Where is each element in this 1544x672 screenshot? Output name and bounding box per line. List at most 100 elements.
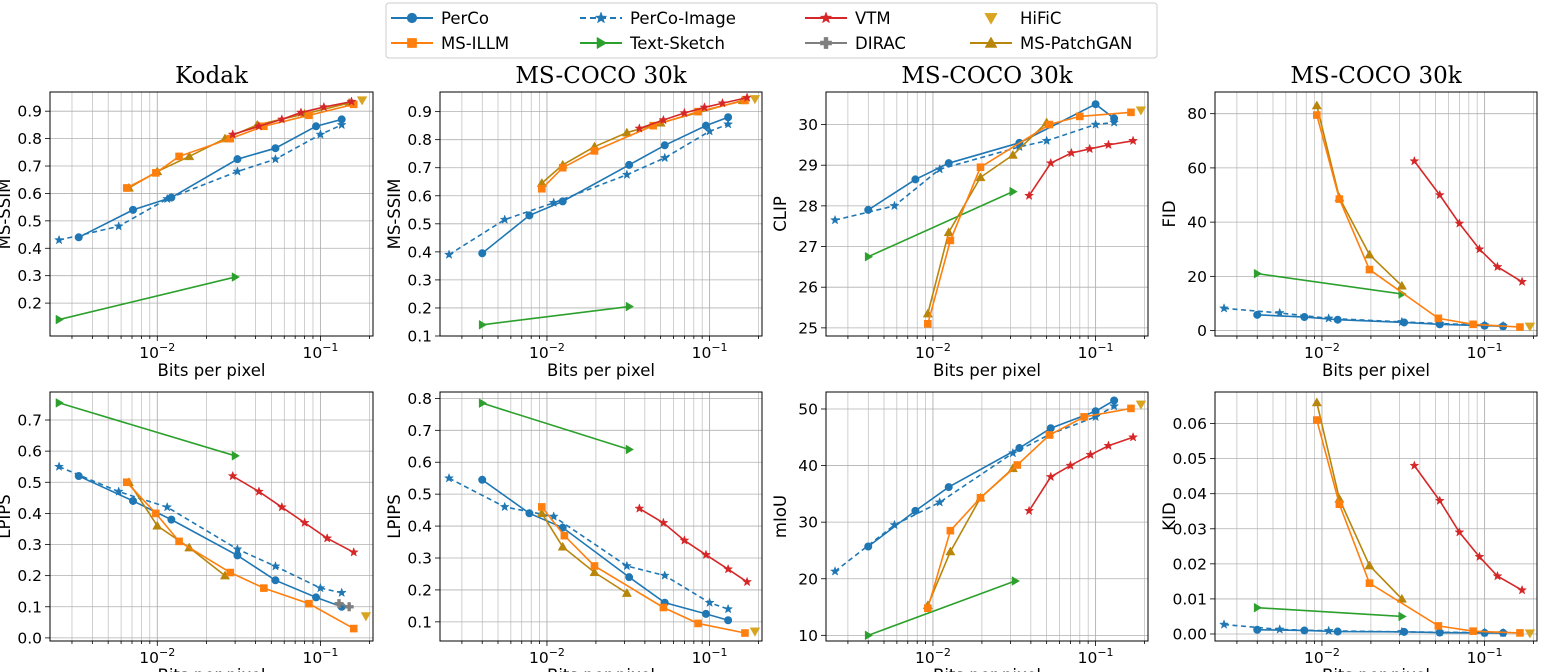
data-point-perco: [129, 205, 138, 214]
gridlines: [1210, 392, 1537, 646]
data-point-vtm: [276, 114, 287, 124]
series-line-vtm: [1413, 465, 1523, 591]
y-tick-label: 0.02: [1172, 555, 1207, 573]
data-point-perco: [74, 233, 83, 242]
data-point-ms_illm: [175, 152, 183, 161]
data-point-ms_patchgan: [1364, 249, 1375, 259]
series-vtm: [227, 96, 357, 139]
series-line-ms_patchgan: [541, 512, 628, 594]
data-point-perco: [1015, 444, 1024, 453]
panel-2: 0.1 0.2 0.3 0.4 0.5 0.6 0.7 0.8 0.9 10−2 10−1 Bits …: [385, 63, 763, 380]
y-tick-label: 0.6: [407, 187, 432, 205]
x-tick-label: 10−1: [1078, 646, 1114, 667]
series-hific: [1135, 106, 1147, 116]
data-point-vtm: [1492, 261, 1503, 272]
panel-title: MS-COCO 30k: [1290, 63, 1462, 89]
y-tick-label: 0.3: [17, 536, 42, 554]
data-point-ms_illm: [1516, 629, 1524, 637]
data-point-perco_image: [113, 221, 124, 231]
data-point-vtm: [1024, 190, 1035, 201]
series-line-vtm: [232, 475, 355, 553]
panel-5: 0.0 0.1 0.2 0.3 0.4 0.5 0.6 0.7 10−2 10−1 Bits per…: [0, 391, 374, 672]
series-hific: [749, 627, 761, 637]
y-axis-label: CLIP: [771, 196, 790, 232]
data-point-ms_illm: [260, 584, 268, 592]
data-point-perco: [525, 211, 534, 220]
data-point-vtm: [634, 503, 645, 513]
x-tick-label: 10−1: [1467, 341, 1503, 362]
series-ms_patchgan: [536, 508, 632, 597]
data-point-vtm: [634, 123, 645, 133]
data-point-perco: [74, 472, 83, 481]
legend-marker-vtm: [819, 11, 833, 24]
y-tick-label: 27: [798, 238, 818, 256]
data-point-ms_patchgan: [589, 567, 600, 577]
data-point-perco: [271, 576, 280, 585]
x-tick-label: 10−1: [1078, 341, 1114, 362]
data-point-ms_patchgan: [1364, 560, 1375, 570]
series-line-ms_patchgan: [1316, 402, 1403, 600]
data-point-perco_image: [499, 214, 510, 224]
y-tick-label: 0.1: [407, 328, 432, 346]
series-line-text_sketch: [867, 190, 1014, 258]
data-point-perco: [271, 144, 280, 153]
data-point-perco_image: [336, 587, 347, 598]
series-ms_patchgan: [1311, 397, 1407, 603]
data-point-perco_image: [1274, 624, 1285, 634]
data-point-ms_illm: [976, 163, 985, 172]
data-point-vtm: [1128, 135, 1139, 146]
data-point-perco_image: [1218, 619, 1230, 629]
series-line-ms_patchgan: [128, 481, 226, 577]
data-point-vtm: [348, 546, 359, 557]
legend-label-perco_image: PerCo-Image: [630, 9, 736, 28]
y-tick-label: 0.05: [1172, 450, 1207, 468]
data-point-vtm: [1434, 495, 1445, 506]
axes-frame: [439, 391, 763, 642]
panel-8: 0.00 0.01 0.02 0.03 0.04 0.05 0.06 10−2 10−1 Bits…: [1160, 391, 1538, 672]
data-point-perco: [1400, 318, 1409, 327]
y-tick-label: 0.00: [1172, 625, 1207, 643]
series-hific: [1524, 629, 1536, 639]
data-point-ms_patchgan: [152, 520, 163, 530]
data-point-perco: [1253, 310, 1262, 319]
data-point-perco: [129, 496, 138, 505]
data-point-perco: [625, 160, 634, 169]
legend-item-hific: HiFiC: [984, 9, 1061, 28]
series-line-ms_illm: [927, 111, 1132, 325]
y-tick-label: 0.1: [17, 598, 42, 616]
data-point-perco: [525, 509, 534, 518]
data-point-perco: [1091, 100, 1100, 109]
data-point-ms_patchgan: [943, 227, 954, 236]
y-tick-label: 0.6: [17, 443, 42, 461]
y-tick-label: 0.7: [17, 412, 42, 430]
series-hific: [749, 95, 761, 105]
y-axis-label: KID: [1160, 502, 1179, 530]
y-tick-label: 60: [1187, 159, 1207, 177]
series-line-text_sketch: [58, 276, 236, 321]
data-point-perco_image: [1218, 303, 1230, 313]
data-point-perco: [1333, 627, 1342, 636]
data-point-ms_illm: [1313, 111, 1321, 119]
series-line-ms_illm: [1316, 419, 1520, 634]
series-perco_image: [53, 119, 347, 245]
data-point-hific: [1135, 400, 1147, 410]
series-ms_illm: [924, 108, 1135, 328]
data-point-ms_illm: [349, 624, 358, 633]
series-text_sketch: [864, 576, 1021, 641]
data-point-perco: [1480, 628, 1489, 637]
data-point-perco: [312, 593, 321, 602]
data-point-ms_illm: [924, 604, 932, 612]
y-tick-label: 0.6: [407, 454, 432, 472]
data-point-vtm: [1066, 147, 1077, 158]
y-tick-label: 0.4: [17, 240, 42, 258]
panel-7: 10 20 30 40 50 10−2 10−1 Bits per pixel mIoU: [771, 391, 1149, 672]
data-point-ms_patchgan: [536, 508, 547, 518]
data-point-ms_illm: [694, 107, 702, 116]
y-tick-label: 30: [798, 514, 818, 532]
data-point-hific: [1135, 106, 1147, 116]
panel-3: 25 26 27 28 29 30 10−2 10−1 Bits per pixel CLIP MS…: [771, 63, 1149, 380]
data-point-perco: [478, 249, 487, 258]
data-point-perco: [911, 506, 920, 515]
data-point-perco: [1110, 114, 1119, 123]
x-axis-label: Bits per pixel: [1322, 361, 1430, 380]
